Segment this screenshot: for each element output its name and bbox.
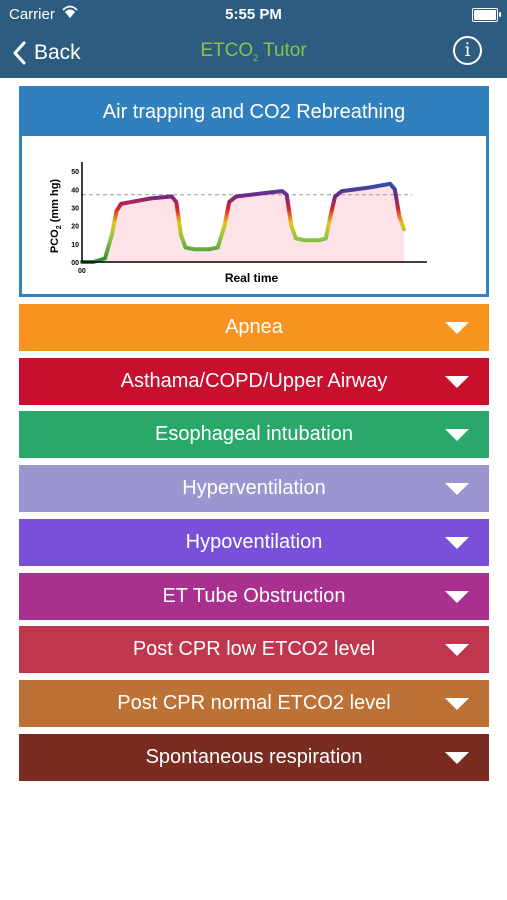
chevron-left-icon [13, 41, 26, 65]
condition-item[interactable]: Post CPR normal ETCO2 level [19, 679, 489, 727]
card-title: Air trapping and CO2 Rebreathing [22, 89, 486, 136]
wifi-icon [62, 5, 78, 18]
expand-arrow-icon [445, 375, 469, 388]
condition-label: Post CPR normal ETCO2 level [117, 691, 391, 714]
expand-arrow-icon [445, 322, 469, 334]
y-tick-label: 00 [71, 260, 79, 267]
expand-arrow-icon [445, 644, 469, 657]
expand-arrow-icon [445, 751, 469, 764]
navigation-bar: Carrier 5:55 PM Back ETCO2 Tutor i [0, 0, 507, 78]
waveform-area [82, 183, 404, 262]
expand-arrow-icon [445, 536, 469, 549]
condition-item[interactable]: Post CPR low ETCO2 level [19, 626, 489, 674]
condition-label: Post CPR low ETCO2 level [132, 638, 376, 661]
back-button[interactable]: Back [12, 38, 81, 68]
condition-item[interactable]: Hypoventilation [19, 518, 489, 566]
page-title: ETCO2 Tutor [200, 40, 307, 63]
back-label: Back [34, 41, 81, 64]
status-bar: Carrier 5:55 PM [0, 0, 507, 28]
expand-arrow-icon [445, 697, 469, 710]
x-tick-label: 00 [78, 268, 86, 275]
condition-label: Spontaneous respiration [145, 745, 363, 768]
condition-label: Esophageal intubation [155, 423, 353, 446]
condition-label: Hypoventilation [185, 530, 323, 553]
condition-label: ET Tube Obstruction [162, 584, 346, 607]
y-axis-label: PCO2 (mm hg) [49, 179, 63, 254]
info-button[interactable]: i [453, 36, 482, 65]
info-icon: i [464, 39, 471, 61]
condition-item[interactable]: Hyperventilation [19, 465, 489, 513]
condition-item[interactable]: ET Tube Obstruction [19, 572, 489, 620]
condition-item[interactable]: Spontaneous respiration [19, 733, 489, 781]
x-axis-label: Real time [225, 271, 279, 285]
clock: 5:55 PM [225, 6, 282, 23]
expand-arrow-icon [445, 590, 469, 603]
waveform-card: Air trapping and CO2 Rebreathing 50 40 30 2… [19, 86, 489, 297]
y-tick-label: 40 [71, 187, 79, 194]
condition-item[interactable]: Apnea [19, 304, 489, 351]
nav-bar: Back ETCO2 Tutor i [0, 28, 507, 78]
battery-icon [472, 8, 501, 22]
condition-label: Hyperventilation [182, 477, 326, 500]
condition-label: Asthama/COPD/Upper Airway [120, 369, 388, 392]
condition-item[interactable]: Asthama/COPD/Upper Airway [19, 357, 489, 405]
y-tick-label: 50 [71, 169, 79, 176]
y-tick-label: 30 [71, 205, 79, 212]
y-tick-label: 10 [71, 242, 79, 249]
y-tick-label: 20 [71, 224, 79, 231]
waveform-line [80, 181, 406, 264]
carrier-label: Carrier [9, 6, 55, 23]
condition-label: Apnea [225, 316, 283, 338]
condition-item[interactable]: Esophageal intubation [19, 411, 489, 459]
expand-arrow-icon [445, 483, 469, 496]
expand-arrow-icon [445, 429, 469, 442]
